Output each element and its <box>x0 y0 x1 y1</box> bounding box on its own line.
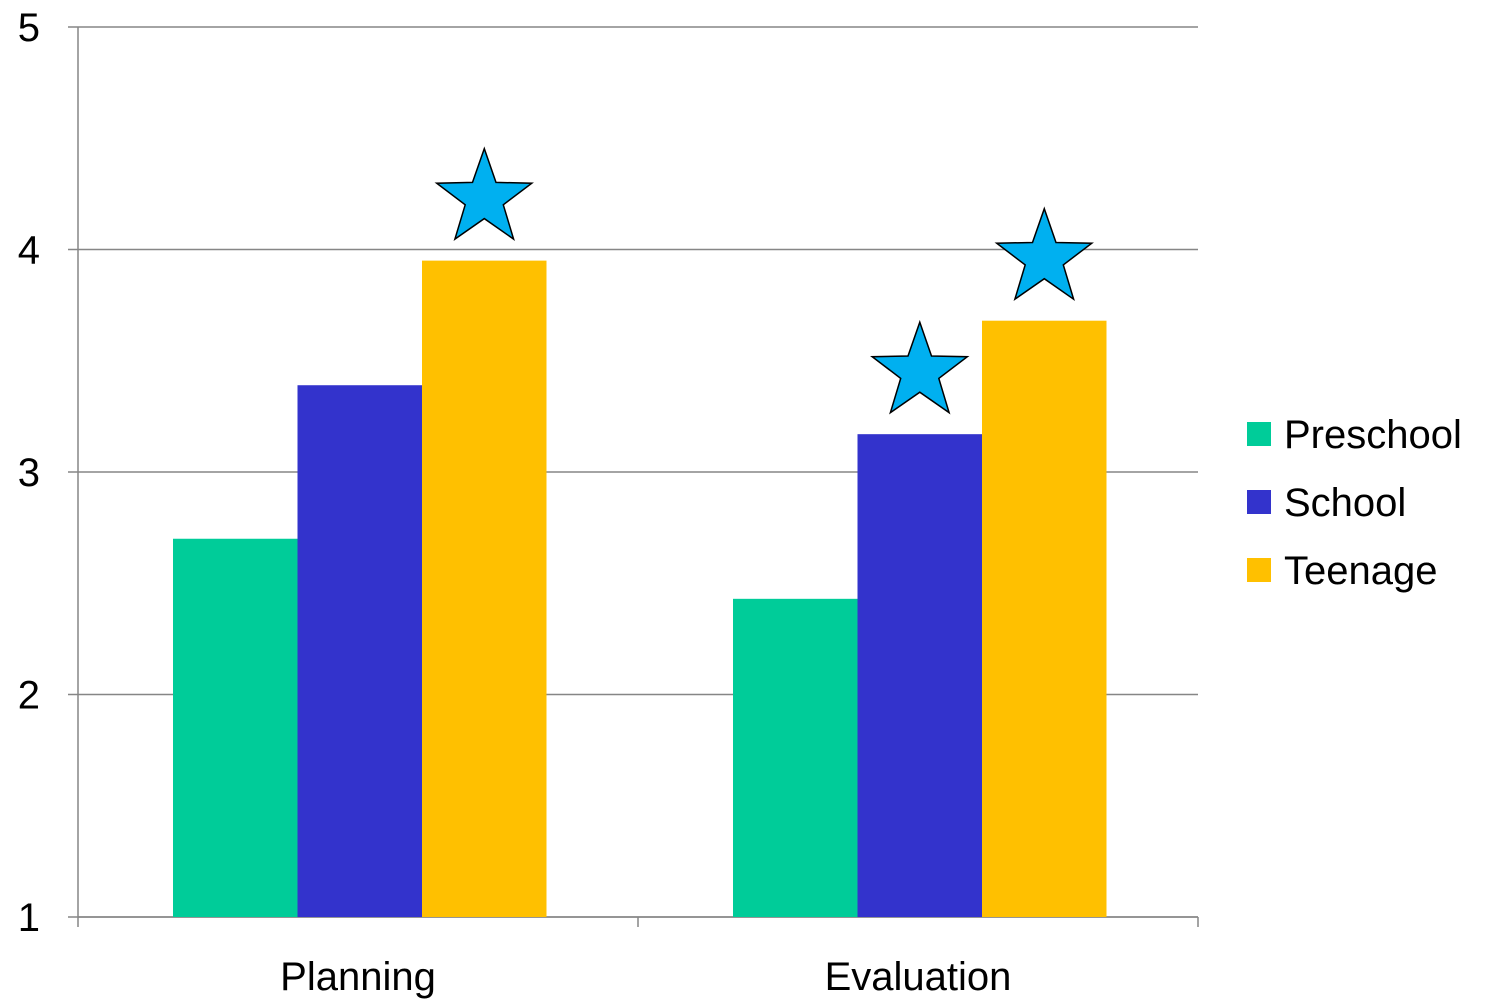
x-tick-label-evaluation: Evaluation <box>825 955 1012 999</box>
significance-stars <box>434 146 1094 415</box>
y-tick-label: 5 <box>18 6 40 50</box>
legend-label-preschool: Preschool <box>1284 413 1462 457</box>
bar-evaluation-preschool <box>733 598 858 917</box>
star-icon-evaluation-school <box>870 319 970 415</box>
legend: Preschool School Teenage <box>1247 413 1462 593</box>
bar-planning-school <box>297 385 422 918</box>
y-tick-label: 3 <box>18 451 40 495</box>
star-icon-planning-teenage <box>434 146 534 241</box>
bar-planning-preschool <box>173 538 298 917</box>
legend-swatch-teenage <box>1247 558 1271 582</box>
bar-planning-teenage <box>422 260 547 917</box>
bar-evaluation-teenage <box>982 320 1107 917</box>
x-tick-label-planning: Planning <box>280 955 436 999</box>
legend-swatch-school <box>1247 490 1271 514</box>
bar-evaluation-school <box>857 434 982 917</box>
y-tick-label: 4 <box>18 229 40 273</box>
legend-swatch-preschool <box>1247 422 1271 446</box>
y-tick-label: 1 <box>18 896 40 940</box>
legend-label-teenage: Teenage <box>1284 549 1437 593</box>
star-icon-evaluation-teenage <box>994 206 1094 302</box>
y-tick-label: 2 <box>18 674 40 718</box>
tick-labels: 1 2 3 4 5 Planning Evaluation <box>18 6 1012 999</box>
legend-label-school: School <box>1284 481 1406 525</box>
bars <box>173 260 1107 918</box>
